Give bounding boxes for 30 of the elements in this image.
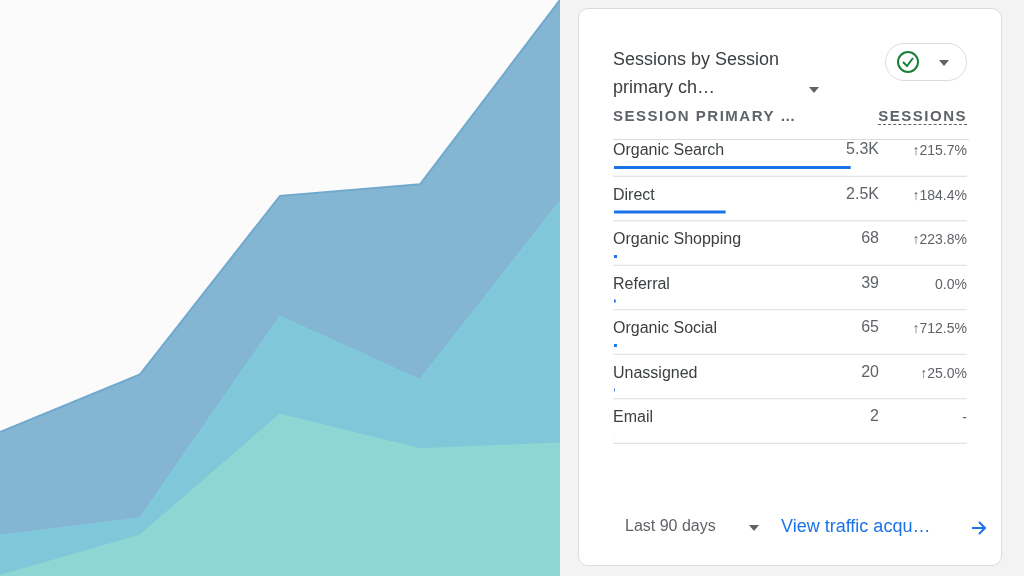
y-tick-label: Referral bbox=[613, 274, 670, 292]
x-axis-title: SESSIONS bbox=[878, 107, 967, 125]
data-label: 5.3K bbox=[846, 140, 880, 157]
y-tick-label: Organic Social bbox=[613, 319, 718, 337]
chart-title: Sessions by Session primary ch… bbox=[613, 48, 781, 99]
text: ↑215.7% bbox=[912, 142, 967, 159]
y-axis-title: SESSION PRIMARY … bbox=[613, 107, 797, 124]
y-tick-label: Organic Shopping bbox=[613, 230, 742, 248]
text: ↑184.4% bbox=[912, 186, 967, 203]
bar bbox=[614, 344, 617, 347]
text: Last 90 days bbox=[625, 517, 716, 535]
y-tick-label: Email bbox=[613, 408, 654, 426]
text: ↑712.5% bbox=[912, 320, 967, 337]
data-label: 2 bbox=[870, 407, 880, 424]
data-label: 2.5K bbox=[846, 184, 880, 202]
text: ↑25.0% bbox=[920, 364, 967, 381]
y-tick-label: Organic Search bbox=[613, 141, 725, 159]
bar bbox=[614, 210, 726, 214]
text: 0.0% bbox=[935, 275, 967, 292]
data-label: 39 bbox=[861, 273, 880, 291]
text: View traffic acqu… bbox=[781, 516, 931, 537]
y-tick-label: Unassigned bbox=[613, 363, 698, 381]
text: ↑223.8% bbox=[912, 231, 967, 248]
text: - bbox=[962, 409, 968, 426]
bar bbox=[614, 166, 851, 169]
data-label: 65 bbox=[861, 318, 880, 335]
bar bbox=[614, 255, 618, 258]
y-tick-label: Direct bbox=[613, 185, 656, 203]
data-label: 20 bbox=[861, 362, 880, 380]
data-label: 68 bbox=[861, 229, 880, 246]
